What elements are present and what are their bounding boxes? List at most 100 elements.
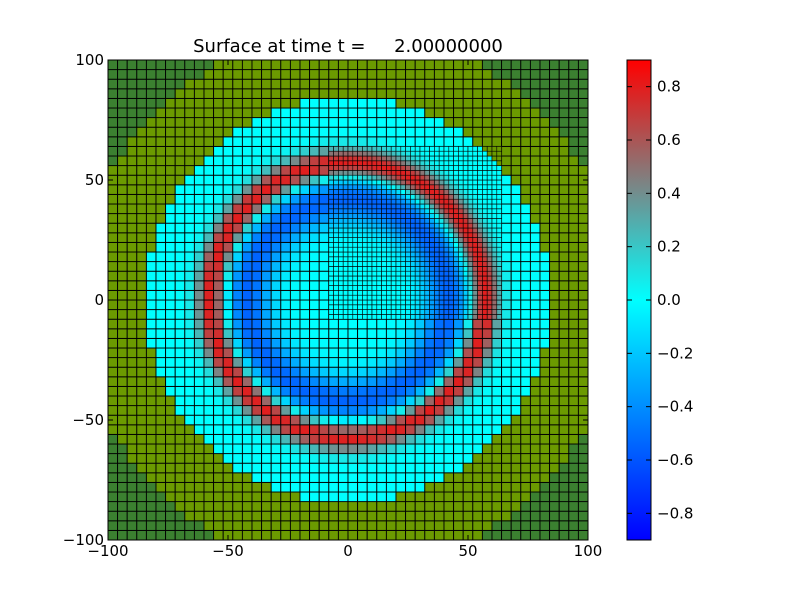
fine-grid-cell bbox=[424, 155, 430, 162]
fine-grid-cell bbox=[472, 246, 478, 253]
grid-cell bbox=[318, 328, 330, 339]
grid-cell bbox=[261, 136, 272, 147]
grid-cell bbox=[309, 299, 320, 311]
grid-cell bbox=[558, 366, 570, 378]
fine-grid-cell bbox=[386, 218, 392, 224]
fine-grid-cell bbox=[400, 275, 406, 282]
grid-cell bbox=[299, 395, 311, 407]
grid-cell bbox=[577, 491, 588, 503]
grid-cell bbox=[203, 117, 215, 128]
fine-grid-cell bbox=[496, 251, 502, 258]
grid-cell bbox=[222, 481, 234, 493]
grid-cell bbox=[145, 117, 157, 128]
grid-cell bbox=[309, 270, 320, 282]
grid-cell bbox=[539, 395, 551, 407]
grid-cell bbox=[433, 443, 445, 455]
grid-cell bbox=[510, 520, 522, 531]
grid-cell bbox=[155, 184, 167, 195]
fine-grid-cell bbox=[376, 290, 382, 296]
grid-cell bbox=[318, 60, 330, 71]
grid-cell bbox=[126, 97, 138, 109]
grid-cell bbox=[126, 241, 138, 253]
grid-cell bbox=[117, 136, 128, 147]
grid-cell bbox=[165, 481, 176, 493]
grid-cell bbox=[232, 328, 243, 339]
grid-cell bbox=[251, 78, 263, 90]
fine-grid-cell bbox=[390, 299, 397, 306]
fine-grid-cell bbox=[424, 160, 430, 166]
grid-cell bbox=[539, 309, 551, 320]
grid-cell bbox=[510, 107, 522, 119]
grid-cell bbox=[193, 78, 205, 90]
grid-cell bbox=[270, 232, 282, 243]
fine-grid-cell bbox=[448, 174, 454, 181]
grid-cell bbox=[155, 299, 167, 311]
fine-grid-cell bbox=[443, 189, 450, 195]
grid-cell bbox=[481, 60, 493, 71]
grid-cell bbox=[395, 472, 407, 483]
grid-cell bbox=[309, 88, 320, 99]
grid-cell bbox=[126, 107, 138, 119]
grid-cell bbox=[568, 289, 579, 301]
fine-grid-cell bbox=[491, 285, 498, 291]
fine-grid-cell bbox=[371, 270, 378, 277]
fine-grid-cell bbox=[338, 275, 344, 282]
grid-cell bbox=[568, 347, 579, 359]
fine-grid-cell bbox=[429, 194, 435, 200]
grid-cell bbox=[558, 78, 570, 90]
grid-cell bbox=[232, 520, 243, 531]
fine-grid-cell bbox=[438, 237, 445, 243]
fine-grid-cell bbox=[486, 150, 493, 157]
grid-cell bbox=[213, 453, 224, 464]
fine-grid-cell bbox=[376, 165, 382, 171]
fine-grid-cell bbox=[405, 304, 411, 310]
grid-cell bbox=[289, 145, 301, 157]
fine-grid-cell bbox=[386, 222, 392, 229]
fine-grid-cell bbox=[357, 179, 363, 186]
grid-cell bbox=[366, 60, 378, 71]
grid-cell bbox=[337, 117, 349, 128]
grid-cell bbox=[539, 357, 551, 368]
fine-grid-cell bbox=[453, 170, 459, 176]
fine-grid-cell bbox=[462, 146, 469, 152]
grid-cell bbox=[203, 405, 215, 416]
fine-grid-cell bbox=[371, 256, 378, 262]
fine-grid-cell bbox=[414, 261, 421, 267]
grid-cell bbox=[549, 78, 560, 90]
grid-cell bbox=[328, 117, 339, 128]
fine-grid-cell bbox=[342, 261, 349, 267]
grid-cell bbox=[222, 126, 234, 138]
fine-grid-cell bbox=[453, 203, 459, 210]
fine-grid-cell bbox=[352, 242, 358, 248]
grid-cell bbox=[184, 213, 195, 224]
grid-cell bbox=[184, 88, 195, 99]
grid-cell bbox=[126, 222, 138, 234]
fine-grid-cell bbox=[338, 198, 344, 205]
grid-cell bbox=[117, 145, 128, 157]
grid-cell bbox=[366, 472, 378, 483]
fine-grid-cell bbox=[462, 290, 469, 296]
grid-cell bbox=[280, 107, 291, 119]
grid-cell bbox=[108, 309, 119, 320]
grid-cell bbox=[539, 270, 551, 282]
grid-cell bbox=[174, 165, 186, 176]
fine-grid-cell bbox=[472, 294, 478, 301]
fine-grid-cell bbox=[390, 218, 397, 224]
fine-grid-cell bbox=[496, 261, 502, 267]
grid-cell bbox=[347, 107, 359, 119]
grid-cell bbox=[376, 376, 387, 387]
grid-cell bbox=[558, 385, 570, 397]
grid-cell bbox=[328, 453, 339, 464]
grid-cell bbox=[328, 347, 339, 359]
fine-grid-cell bbox=[328, 256, 334, 262]
grid-cell bbox=[529, 385, 541, 397]
fine-grid-cell bbox=[366, 184, 373, 190]
fine-grid-cell bbox=[491, 299, 498, 306]
fine-grid-cell bbox=[438, 227, 445, 234]
fine-grid-cell bbox=[448, 189, 454, 195]
grid-cell bbox=[193, 126, 205, 138]
grid-cell bbox=[549, 491, 560, 503]
grid-cell bbox=[357, 88, 368, 99]
grid-cell bbox=[193, 222, 205, 234]
grid-cell bbox=[558, 184, 570, 195]
